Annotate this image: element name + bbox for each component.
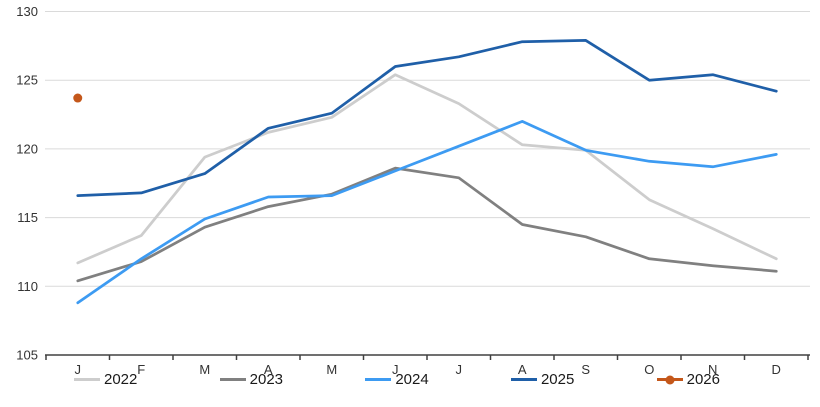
- y-axis-tick-label: 130: [16, 4, 38, 19]
- x-axis-month-label: O: [644, 362, 654, 377]
- series-line-2023: [76, 166, 778, 283]
- y-axis-tick-label: 110: [17, 279, 38, 294]
- legend-swatch-2022: [74, 378, 100, 381]
- x-axis-month-label: S: [581, 362, 590, 377]
- x-axis-month-label: J: [392, 362, 399, 377]
- legend-item-2023: 2023: [219, 371, 284, 388]
- legend-label-2022: 2022: [104, 371, 138, 388]
- x-axis-month-label: F: [137, 362, 145, 377]
- legend-item-2024: 2024: [365, 371, 429, 388]
- legend-label-2024: 2024: [395, 371, 429, 388]
- x-axis-month-label: A: [518, 362, 527, 377]
- y-axis-tick-label: 115: [17, 210, 38, 225]
- x-axis-month-label: J: [75, 362, 82, 377]
- legend-label-2023: 2023: [249, 371, 284, 388]
- legend-swatch-2023: [219, 378, 246, 381]
- chart-legend: 2022 2023 2024 2025 2026: [74, 372, 720, 387]
- data-point-2026: [73, 93, 83, 103]
- legend-item-2025: 2025: [510, 371, 575, 388]
- series-line-2025: [76, 39, 778, 197]
- legend-swatch-2024: [365, 378, 392, 381]
- y-axis-tick-label: 120: [16, 141, 38, 156]
- legend-swatch-2026: [656, 375, 683, 384]
- x-axis-month-label: M: [199, 362, 210, 377]
- legend-item-2022: 2022: [74, 372, 137, 387]
- y-axis-tick-label: 105: [16, 348, 38, 363]
- legend-swatch-2025: [510, 378, 537, 381]
- series-line-2022: [76, 73, 778, 265]
- legend-label-2026: 2026: [686, 371, 720, 388]
- series-line-2024: [76, 120, 778, 305]
- legend-label-2025: 2025: [540, 371, 575, 388]
- x-axis-month-label: D: [772, 362, 781, 377]
- x-axis-month-label: A: [264, 362, 273, 377]
- legend-item-2026: 2026: [656, 371, 720, 388]
- legend-marker-dot-2026: [665, 375, 675, 384]
- x-axis-month-label: J: [456, 362, 463, 377]
- x-axis-month-label: N: [708, 362, 717, 377]
- y-axis-tick-label: 125: [16, 73, 38, 88]
- x-axis-month-label: M: [326, 362, 337, 377]
